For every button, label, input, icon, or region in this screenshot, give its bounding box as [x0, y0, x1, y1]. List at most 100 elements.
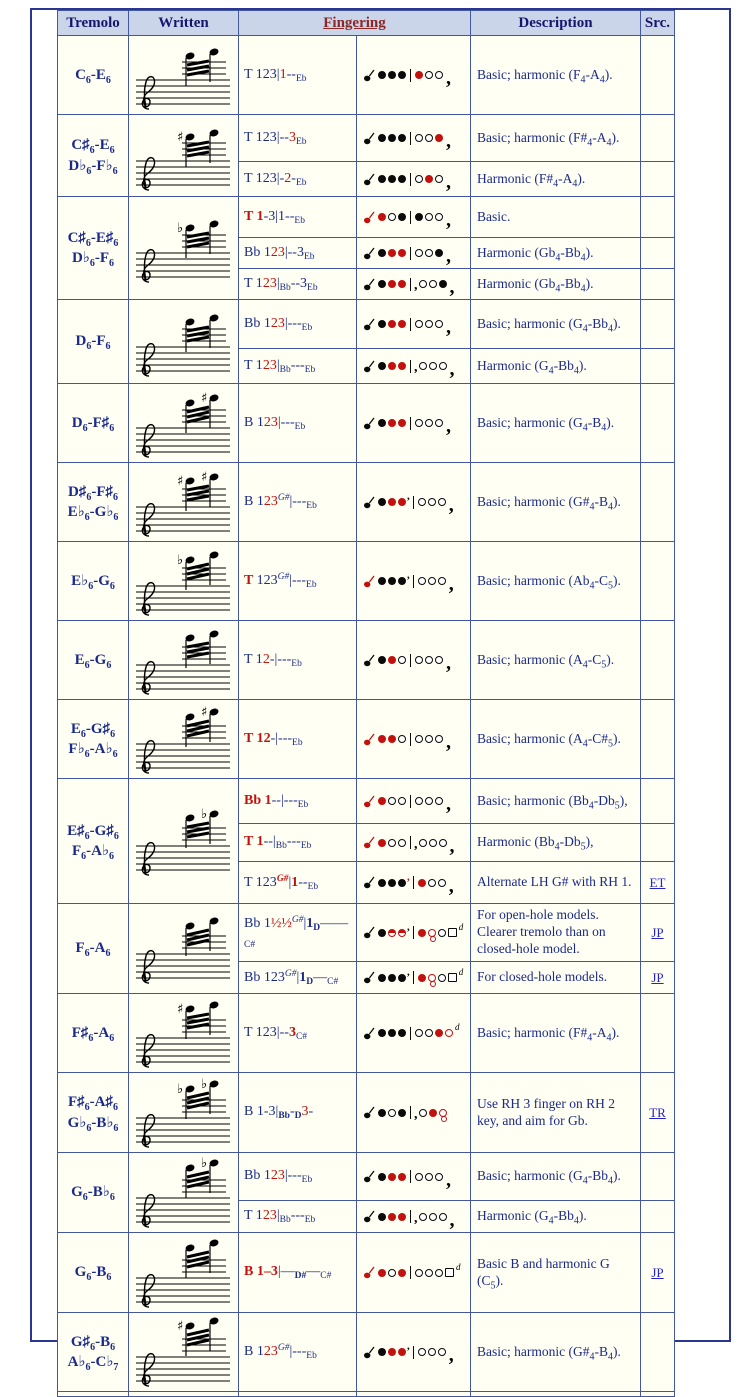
key-circle — [435, 320, 443, 328]
open-hole-key — [427, 928, 436, 942]
description-cell: Harmonic (Gb4-Bb4). — [470, 237, 641, 269]
fingering-text-segment: |--- — [289, 573, 307, 588]
fingering-cell: Bb 1--|---Eb — [238, 778, 357, 824]
fingering-text-segment: Bb 1 — [244, 916, 271, 931]
fingering-text-segment: C# — [295, 1031, 308, 1042]
fingering-text-segment: — — [280, 1264, 295, 1279]
fingering-cell: T 123|Bb---Eb — [238, 1200, 357, 1233]
tremolo-label: D♭6-F6 — [71, 250, 115, 269]
key-circle — [398, 797, 406, 805]
fingering-text-segment: | — [288, 874, 292, 890]
description-cell: Harmonic (Gb4-Bb4). — [470, 268, 641, 300]
src-cell — [640, 196, 675, 238]
key-circle — [418, 838, 427, 847]
hand-divider — [410, 131, 411, 145]
fingering-text-segment: —— — [320, 916, 349, 931]
key-circle — [388, 577, 396, 585]
tremolo-label: F♭6-A♭6 — [68, 741, 118, 760]
staff-notation: ♯ ♯ — [135, 470, 230, 537]
tremolo-cell: C♯6-E♯6 D♭6-F6 — [57, 196, 129, 300]
tremolo-label: A♭6-C♭7 — [67, 1354, 119, 1373]
table-row: E♯6-G♯6 F6-A♭6 ♭ Bb 1--|---Eb, Basic; harmon… — [57, 778, 675, 904]
fingering-cell: B 1–3|—D#—C# — [238, 1232, 357, 1313]
diagram-cell: ,, — [356, 268, 471, 300]
fingering-text-segment: -|--- — [270, 730, 293, 746]
fingering-text-segment: T 123| — [244, 66, 280, 82]
diagram-cell: d — [356, 993, 471, 1073]
fingering-text-segment: D — [313, 923, 321, 933]
fingering-text-segment: T 123|- — [244, 170, 285, 186]
key-circle — [378, 419, 386, 427]
key-circle — [415, 1268, 423, 1277]
fingering-text-segment: --| — [263, 834, 276, 849]
diagram-cell: , — [356, 237, 471, 269]
written-cell: ♭ — [128, 541, 239, 621]
src-cell: JP — [640, 903, 675, 962]
key-circle — [425, 249, 433, 257]
tremolo-label: D6-F♯6 — [71, 414, 115, 434]
written-cell — [128, 299, 239, 384]
fingering-text-segment: C# — [244, 940, 256, 950]
fingering-diagram: , — [363, 728, 468, 752]
key-circle — [438, 280, 447, 288]
src-cell — [640, 462, 675, 542]
src-link[interactable]: JP — [651, 1264, 664, 1280]
fingering-text-segment: 23 — [262, 1208, 277, 1223]
fingering-diagram: d — [363, 1022, 468, 1044]
diagram-cell: , — [356, 383, 471, 463]
src-cell — [640, 35, 675, 115]
staff-notation: ♭ ♭ — [135, 1077, 230, 1148]
src-link[interactable]: ET — [649, 874, 666, 890]
key-circle — [378, 280, 386, 288]
fingering-diagram: , — [363, 649, 468, 673]
src-link[interactable]: TR — [649, 1104, 666, 1120]
key-circle — [435, 419, 443, 427]
key-circle — [425, 656, 433, 664]
key-circle — [388, 735, 396, 743]
key-circle — [415, 320, 423, 328]
fingering-text-segment: Eb — [304, 1215, 316, 1225]
thumb-key-icon — [363, 875, 375, 890]
fingering-text-segment: T 123|-- — [244, 1024, 289, 1040]
fingering-text-segment: - — [308, 1104, 314, 1119]
staff-notation: ♯ ♯ — [130, 464, 238, 541]
src-cell — [640, 993, 675, 1073]
thumb-key-icon — [363, 495, 375, 510]
key-circle — [398, 735, 406, 743]
fingering-text-segment: Eb — [295, 136, 307, 147]
thumb-key-icon — [363, 1265, 375, 1280]
fingering-text-segment: -- — [286, 66, 296, 82]
diagram-cell: , — [356, 299, 471, 349]
written-cell: ♯ — [128, 699, 239, 779]
src-cell — [640, 1200, 675, 1233]
key-circle — [378, 362, 386, 370]
fingering-diagram: , — [363, 242, 468, 266]
thumb-key-icon — [363, 1026, 375, 1041]
fingering-text-segment: D — [294, 1111, 302, 1121]
src-link[interactable]: JP — [651, 969, 664, 985]
src-link[interactable]: JP — [651, 924, 664, 940]
fingering-text-segment: B 1 — [244, 494, 264, 509]
key-circle — [437, 878, 446, 887]
svg-text:♯: ♯ — [177, 1002, 183, 1017]
fingering-text-segment: Bb 1 — [244, 1168, 271, 1183]
fingering-text-segment: D — [306, 976, 314, 987]
fingering-diagram: ,, — [363, 871, 468, 896]
diagram-cell: ,, — [356, 1200, 471, 1233]
col-header-tremolo: Tremolo — [57, 10, 129, 36]
fingering-diagram: ,, — [363, 1206, 468, 1230]
fingering-text-segment: 23 — [270, 1168, 285, 1183]
fingering-text-segment: Bb 1 — [244, 244, 271, 260]
key-circle — [378, 973, 386, 982]
written-cell — [128, 903, 239, 994]
table-row: G6-B♭6 ♭ Bb 123|---Eb, Basic; harmonic (G4-… — [57, 1152, 675, 1233]
key-circle — [425, 1029, 433, 1037]
key-circle — [388, 134, 396, 142]
thumb-key-icon — [363, 1345, 375, 1360]
tremolo-label: E6-G♯6 — [70, 720, 116, 740]
fingering-cell: T 1--|Bb---Eb — [238, 823, 357, 862]
svg-text:♭: ♭ — [177, 1082, 183, 1097]
fingering-diagram: , — [363, 127, 468, 151]
staff-notation: ♭ — [130, 543, 238, 620]
fingering-text-segment: ½½ — [270, 916, 292, 931]
